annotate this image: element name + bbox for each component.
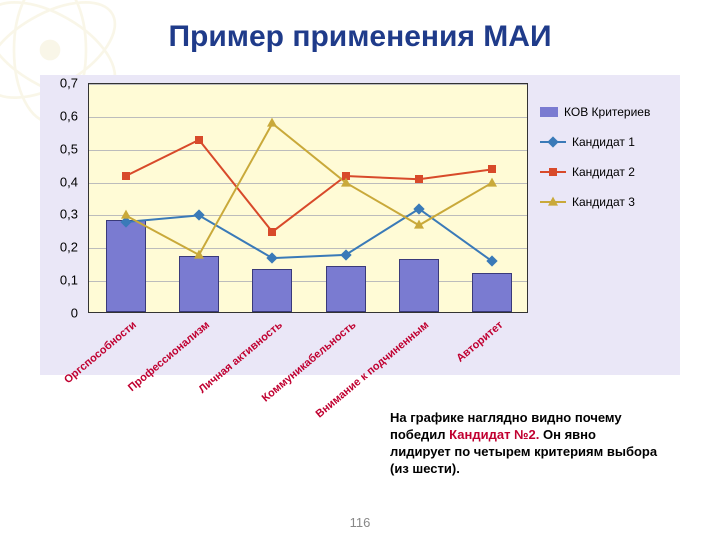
legend-label: КОВ Критериев [564, 105, 650, 119]
bar [472, 273, 512, 312]
legend-swatch [540, 141, 566, 143]
x-axis-labels: ОргспособностиПрофессионализмЛичная акти… [88, 313, 528, 375]
page-number: 116 [350, 515, 371, 530]
legend-item: Кандидат 2 [540, 165, 670, 179]
grid-line [89, 215, 527, 216]
bar [252, 269, 292, 312]
grid-line [89, 248, 527, 249]
marker [488, 165, 496, 173]
marker [268, 228, 276, 236]
grid-line [89, 117, 527, 118]
y-tick-label: 0,1 [60, 273, 78, 288]
bar [326, 266, 366, 312]
marker [267, 252, 278, 263]
legend-item: Кандидат 3 [540, 195, 670, 209]
legend-item: КОВ Критериев [540, 105, 670, 119]
marker [487, 177, 497, 186]
chart-container: 0 0,1 0,2 0,3 0,4 0,5 0,6 0,7 ОргспособностиПро… [40, 75, 680, 375]
marker [195, 136, 203, 144]
legend-item: Кандидат 1 [540, 135, 670, 149]
marker [267, 118, 277, 127]
footnote-highlight: Кандидат №2. [449, 427, 539, 442]
marker [340, 249, 351, 260]
marker [413, 203, 424, 214]
grid-line [89, 183, 527, 184]
plot-area [88, 83, 528, 313]
y-axis: 00,10,20,30,40,50,60,7 [40, 83, 84, 313]
y-tick-label: 0,3 [60, 207, 78, 222]
grid-line [89, 281, 527, 282]
y-tick-label: 0,5 [60, 141, 78, 156]
bar [179, 256, 219, 312]
marker [414, 220, 424, 229]
footnote: На графике наглядно видно почему победил… [390, 410, 660, 478]
legend-label: Кандидат 1 [572, 135, 635, 149]
x-category-label: Оргспособности [62, 319, 139, 386]
y-tick-label: 0,4 [60, 174, 78, 189]
marker [415, 175, 423, 183]
legend: КОВ Критериев Кандидат 1 Кандидат 2 Кандида… [540, 105, 670, 225]
marker [193, 210, 204, 221]
marker [121, 210, 131, 219]
y-tick-label: 0,6 [60, 108, 78, 123]
x-category-label: Авторитет [454, 319, 505, 365]
legend-swatch [540, 171, 566, 173]
y-tick-label: 0,2 [60, 240, 78, 255]
marker [122, 172, 130, 180]
line-series-svg [89, 84, 527, 312]
marker [194, 249, 204, 258]
legend-swatch [540, 107, 558, 117]
y-tick-label: 0 [71, 306, 78, 321]
grid-line [89, 150, 527, 151]
x-category-label: Профессионализм [126, 319, 212, 394]
y-tick-label: 0,7 [60, 76, 78, 91]
bar [106, 220, 146, 312]
marker [341, 177, 351, 186]
grid-line [89, 84, 527, 85]
legend-swatch [540, 201, 566, 203]
bar [399, 259, 439, 312]
marker [487, 256, 498, 267]
legend-label: Кандидат 2 [572, 165, 635, 179]
legend-label: Кандидат 3 [572, 195, 635, 209]
